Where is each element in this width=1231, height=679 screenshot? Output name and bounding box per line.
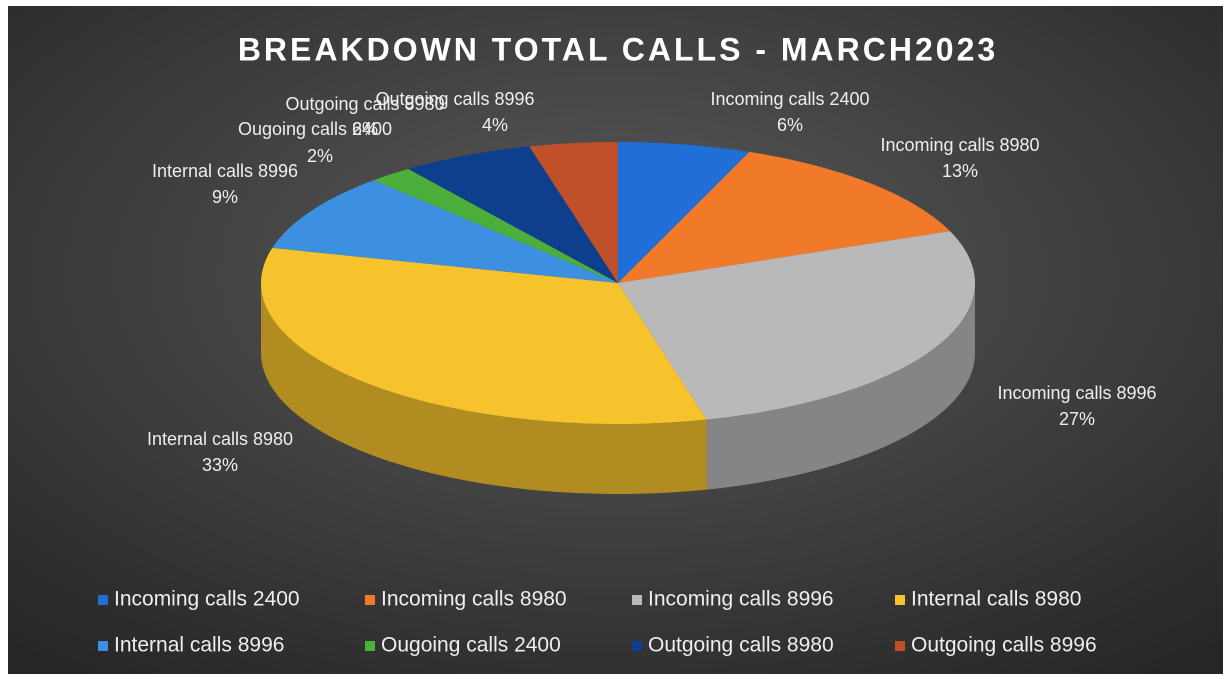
chart-title: BREAKDOWN TOTAL CALLS - MARCH2023 [238, 31, 998, 67]
slice-side [261, 283, 707, 494]
slice [272, 180, 618, 283]
legend-label: Incoming calls 2400 [114, 588, 300, 611]
data-label-name: Internal calls 8980 [147, 429, 293, 449]
data-label-value: 2% [307, 146, 333, 166]
data-label-name: Incoming calls 2400 [710, 89, 869, 109]
data-label-value: 13% [942, 161, 978, 181]
data-label-name: Outgoing calls 8980 [285, 94, 444, 114]
data-label-value: 4% [482, 115, 508, 135]
slice [261, 247, 707, 424]
slice [529, 142, 618, 283]
legend-label: Internal calls 8980 [911, 588, 1081, 611]
data-label-value: 27% [1059, 409, 1095, 429]
slice [618, 231, 975, 420]
legend-swatch [98, 595, 108, 605]
legend-swatch [365, 595, 375, 605]
legend-label: Incoming calls 8980 [381, 588, 567, 611]
legend-label: Incoming calls 8996 [648, 588, 834, 611]
legend-swatch [365, 641, 375, 651]
legend-label: Outgoing calls 8996 [911, 634, 1097, 657]
data-label-value: 33% [202, 455, 238, 475]
legend-swatch [98, 641, 108, 651]
legend-label: Internal calls 8996 [114, 634, 284, 657]
slice [408, 146, 618, 283]
legend-swatch [895, 641, 905, 651]
legend-swatch [632, 641, 642, 651]
data-label-name: Incoming calls 8980 [880, 135, 1039, 155]
data-label-name: Outgoing calls 8996 [375, 89, 534, 109]
slice [373, 168, 618, 283]
slice [618, 151, 950, 283]
legend-swatch [632, 595, 642, 605]
slice-side [706, 283, 975, 490]
legend-swatch [895, 595, 905, 605]
data-label-name: Internal calls 8996 [152, 161, 298, 181]
data-label-name: Ougoing calls 2400 [238, 119, 392, 139]
legend-label: Outgoing calls 8980 [648, 634, 834, 657]
data-label-value: 6% [777, 115, 803, 135]
data-label-value: 6% [352, 119, 378, 139]
slice [618, 142, 750, 283]
legend-label: Ougoing calls 2400 [381, 634, 561, 657]
data-label-value: 9% [212, 187, 238, 207]
data-label-name: Incoming calls 8996 [997, 383, 1156, 403]
